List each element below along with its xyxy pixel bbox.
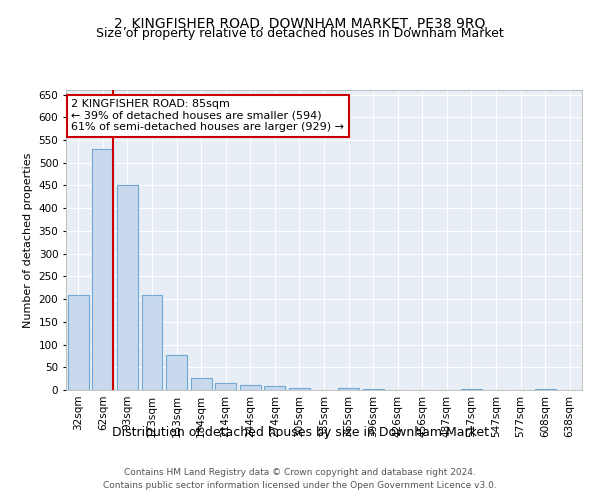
Bar [166, 355, 187, 390]
Bar [92, 149, 113, 390]
Text: Size of property relative to detached houses in Downham Market: Size of property relative to detached ho… [96, 28, 504, 40]
Bar [142, 294, 163, 390]
Bar [338, 388, 359, 390]
Bar [215, 383, 236, 390]
Y-axis label: Number of detached properties: Number of detached properties [23, 152, 33, 328]
Bar [461, 389, 482, 390]
Bar [117, 186, 138, 390]
Text: Contains public sector information licensed under the Open Government Licence v3: Contains public sector information licen… [103, 480, 497, 490]
Bar [191, 378, 212, 390]
Bar [289, 388, 310, 390]
Text: Distribution of detached houses by size in Downham Market: Distribution of detached houses by size … [112, 426, 488, 439]
Text: Contains HM Land Registry data © Crown copyright and database right 2024.: Contains HM Land Registry data © Crown c… [124, 468, 476, 477]
Text: 2, KINGFISHER ROAD, DOWNHAM MARKET, PE38 9RQ: 2, KINGFISHER ROAD, DOWNHAM MARKET, PE38… [115, 18, 485, 32]
Bar [535, 389, 556, 390]
Bar [362, 388, 383, 390]
Text: 2 KINGFISHER ROAD: 85sqm
← 39% of detached houses are smaller (594)
61% of semi-: 2 KINGFISHER ROAD: 85sqm ← 39% of detach… [71, 99, 344, 132]
Bar [68, 294, 89, 390]
Bar [240, 384, 261, 390]
Bar [265, 386, 286, 390]
